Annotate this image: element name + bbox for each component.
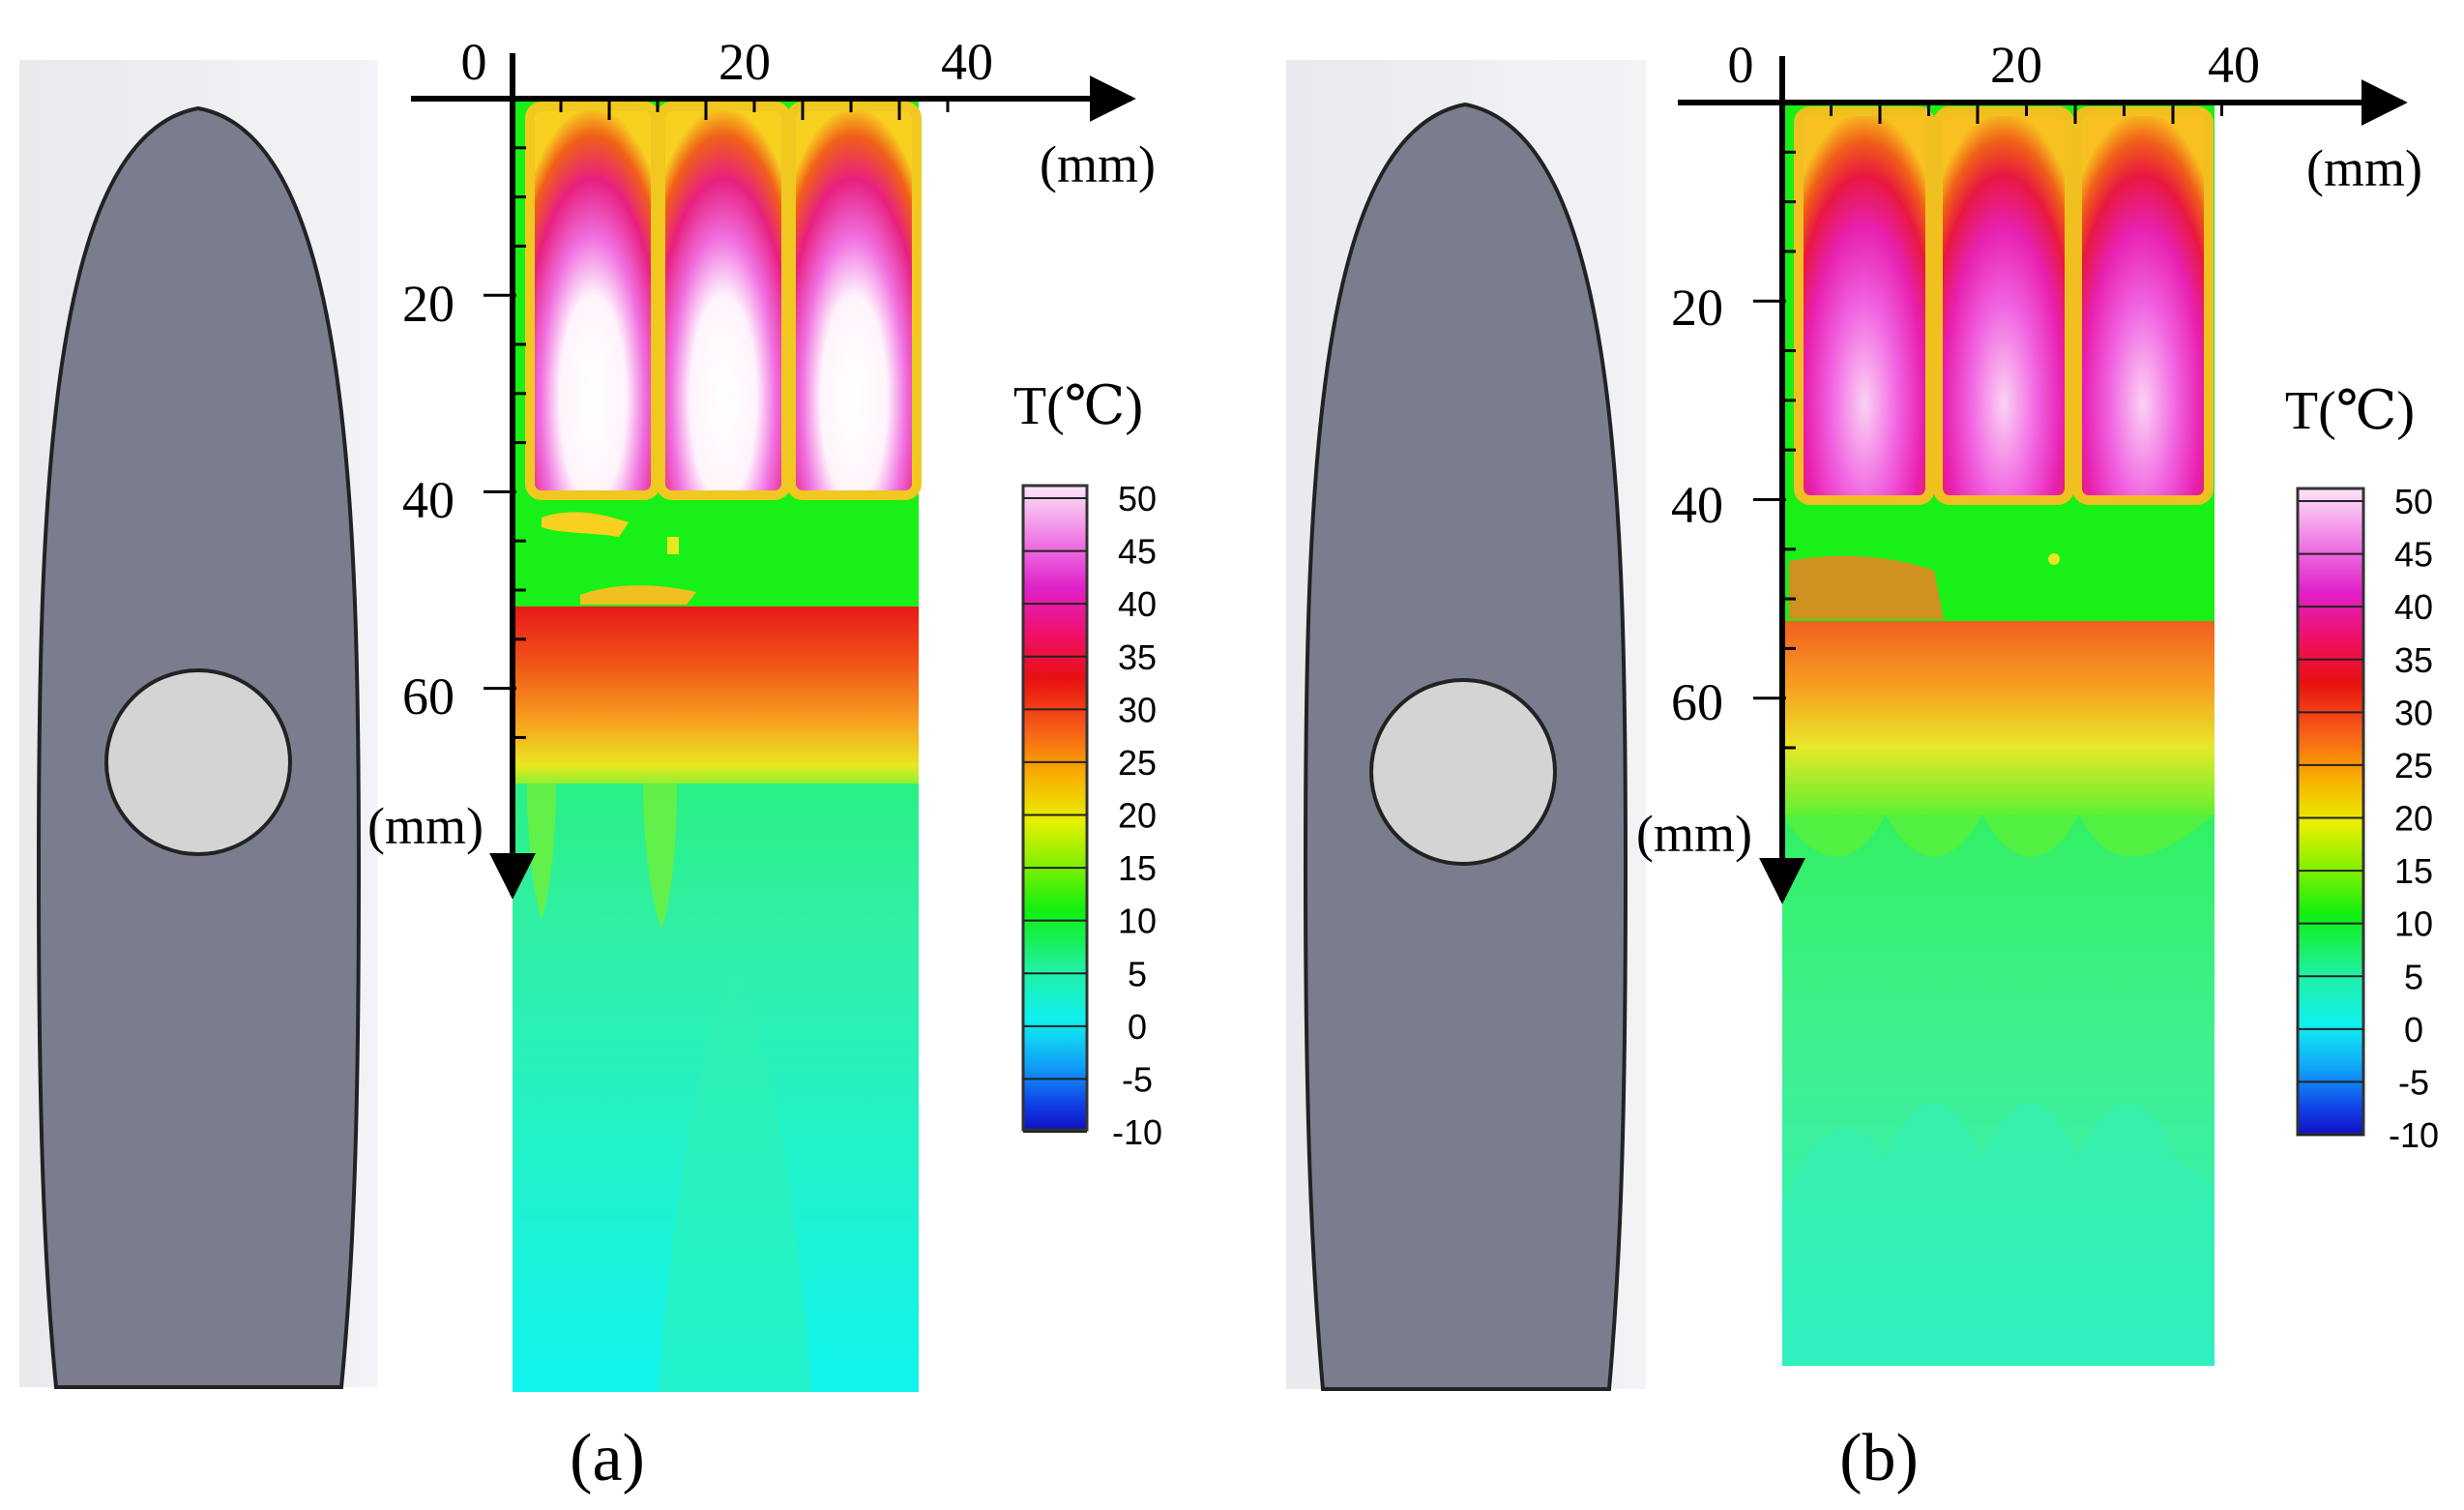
panel-b: 0 20 40 20 40 60 (mm) (mm) T(℃) 50454035… (1286, 36, 2439, 1495)
x-tick-label: 40 (2208, 36, 2260, 94)
colorbar-tick-label: 35 (1118, 637, 1157, 677)
panel-a: 0 20 40 20 40 60 (mm) (mm) T(℃) 50454035… (19, 33, 1162, 1495)
cylinder-illustration (19, 60, 377, 1389)
x-tick-label: 0 (461, 33, 487, 91)
colorbar-tick-label: 15 (1118, 848, 1157, 888)
x-axis-unit: (mm) (2306, 139, 2422, 197)
colorbar-tick-label: 45 (2394, 535, 2433, 575)
colorbar-tick-label: 35 (2394, 640, 2433, 680)
colorbar-tick-label: 30 (2394, 693, 2433, 732)
colorbar-tick-label: 50 (1118, 479, 1157, 518)
y-tick-label: 40 (402, 471, 455, 529)
y-tick-label: 20 (402, 275, 455, 333)
colorbar-tick-label: 15 (2394, 851, 2433, 891)
x-tick-label: 0 (1728, 36, 1754, 94)
cylinder-illustration (1286, 60, 1646, 1391)
colorbar-tick-label: -5 (2398, 1062, 2429, 1102)
colorbar-tick-label: 5 (2404, 957, 2423, 996)
x-tick-label: 20 (719, 33, 771, 91)
x-tick-label: 40 (941, 33, 993, 91)
y-tick-label: 40 (1671, 476, 1723, 534)
colorbar-tick-label: 20 (2394, 799, 2433, 839)
x-tick-label: 20 (1990, 36, 2042, 94)
y-axis-unit: (mm) (367, 797, 484, 855)
colorbar-tick-label: -10 (1112, 1112, 1162, 1152)
colorbar-title: T(℃) (2285, 381, 2415, 441)
colorbar-tick-label: 40 (2394, 587, 2433, 627)
colorbar-tick-label: -10 (2389, 1115, 2439, 1155)
panel-label-a: (a) (570, 1421, 645, 1495)
panel-label-b: (b) (1839, 1421, 1919, 1495)
y-axis-unit: (mm) (1636, 805, 1752, 863)
colorbar-tick-label: 50 (2394, 482, 2433, 521)
colorbar-tick-label: 0 (1128, 1007, 1147, 1047)
colorbar-title: T(℃) (1013, 376, 1143, 436)
y-tick-label: 60 (1671, 673, 1723, 731)
x-axis-unit: (mm) (1040, 135, 1156, 193)
colorbar-tick-label: 45 (1118, 532, 1157, 572)
colorbar-tick-label: 25 (1118, 743, 1157, 783)
colorbar-tick-label: -5 (1122, 1059, 1153, 1099)
axis-ticks-b (1753, 103, 2223, 750)
colorbar-tick-label: 5 (1128, 954, 1147, 993)
colorbar-tick-label: 10 (1118, 902, 1157, 941)
colorbar-tick-label: 0 (2404, 1010, 2423, 1050)
heatmap-b (1782, 103, 2215, 1366)
colorbar-tick-label: 25 (2394, 746, 2433, 785)
colorbar-tick-label: 40 (1118, 584, 1157, 624)
y-tick-label: 20 (1671, 279, 1723, 337)
heatmap-a (513, 99, 922, 1392)
y-tick-label: 60 (402, 667, 455, 725)
axes-a: 0 20 40 20 40 60 (mm) (mm) (367, 33, 1156, 900)
colorbar-tick-label: 20 (1118, 796, 1157, 836)
axes-b: 0 20 40 20 40 60 (mm) (mm) (1636, 36, 2422, 904)
axis-ticks-a (484, 99, 950, 739)
colorbar-tick-label: 10 (2394, 904, 2433, 944)
colorbar-tick-label: 30 (1118, 690, 1157, 729)
